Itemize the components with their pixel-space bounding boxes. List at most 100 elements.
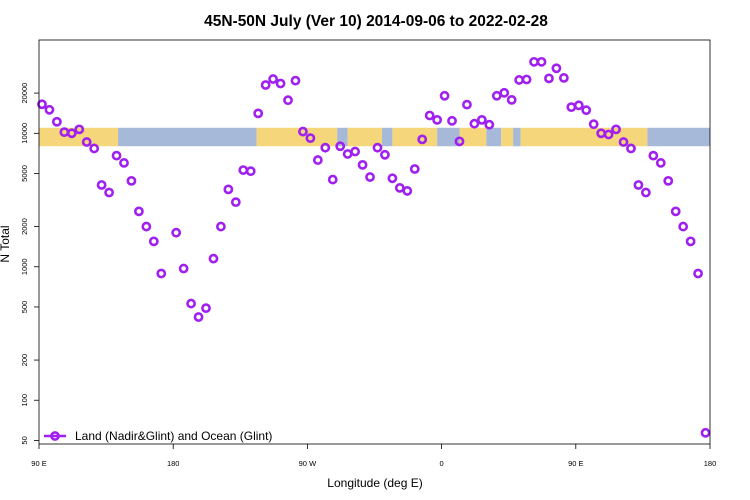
chart-title: 45N-50N July (Ver 10) 2014-09-06 to 2022… [204, 13, 548, 30]
data-point [223, 184, 234, 195]
data-point [305, 133, 316, 144]
data-point [387, 173, 398, 184]
data-point [141, 221, 152, 232]
band-segment-ocean [486, 127, 502, 147]
data-point [640, 187, 651, 198]
data-point [678, 221, 689, 232]
data-point [700, 427, 711, 438]
y-tick-label: 500 [20, 301, 29, 314]
data-point [581, 105, 592, 116]
data-point [335, 141, 346, 152]
band-segment-ocean [437, 127, 460, 147]
data-point [424, 110, 435, 121]
data-point [544, 73, 554, 84]
data-point [462, 99, 472, 110]
data-point [96, 180, 107, 190]
band-segment-land [459, 127, 487, 147]
data-point [216, 221, 226, 232]
data-point [357, 159, 368, 170]
data-point [394, 182, 405, 193]
data-point [312, 155, 323, 165]
legend-marker-swatch [50, 431, 60, 441]
band-segment-land [520, 127, 648, 147]
data-point [342, 149, 353, 159]
x-tick-label: 90 E [31, 459, 46, 468]
data-point [238, 165, 249, 175]
band-segment-ocean [118, 127, 257, 147]
data-point [51, 116, 62, 127]
data-point [74, 124, 85, 135]
band-segment-ocean [381, 127, 393, 147]
data-point [432, 114, 443, 125]
data-point [491, 90, 502, 101]
data-point [514, 75, 525, 85]
data-point [380, 149, 390, 160]
data-point [484, 119, 495, 130]
data-point [320, 142, 331, 153]
data-point [402, 186, 413, 196]
data-point [126, 175, 137, 186]
data-point [193, 312, 204, 322]
data-point [148, 236, 159, 247]
legend: Land (Nadir&Glint) and Ocean (Glint) [44, 429, 272, 443]
data-point [275, 78, 286, 89]
data-point [529, 56, 539, 67]
data-point [208, 253, 219, 264]
data-point [186, 298, 196, 309]
data-point [499, 87, 510, 98]
data-point [626, 143, 636, 154]
y-tick-label: 10000 [20, 123, 29, 144]
data-point [454, 136, 465, 147]
data-point [171, 227, 182, 238]
data-point [37, 99, 47, 110]
y-axis-label: N Total [0, 225, 12, 262]
data-point [372, 142, 383, 153]
data-point [648, 150, 659, 161]
data-point [670, 206, 681, 217]
data-point [253, 108, 264, 119]
x-tick-label: 90 W [299, 459, 317, 468]
data-point [439, 90, 450, 101]
data-point [245, 166, 256, 177]
data-point [558, 73, 569, 83]
data-point [111, 150, 122, 161]
y-tick-label: 20000 [20, 83, 29, 104]
band-segment-land [347, 127, 382, 147]
plot-frame [38, 39, 711, 445]
data-point [260, 80, 271, 90]
data-point [611, 124, 621, 135]
data-point [685, 236, 696, 247]
data-point [81, 137, 92, 147]
data-point [469, 118, 480, 129]
band-segment-ocean [513, 127, 521, 147]
data-point [573, 100, 584, 111]
data-point [327, 174, 338, 185]
band-segment-land [501, 127, 514, 147]
data-point [104, 187, 114, 198]
band-segment-ocean [647, 127, 710, 147]
y-tick-label: 2000 [20, 218, 29, 235]
band-segment-ocean [337, 127, 348, 147]
data-series [37, 56, 711, 438]
data-point [588, 119, 599, 130]
data-point [521, 74, 532, 85]
x-tick-label: 0 [440, 459, 444, 468]
legend-label: Land (Nadir&Glint) and Ocean (Glint) [75, 429, 272, 443]
data-point [476, 114, 487, 125]
data-point [409, 164, 420, 174]
data-point [417, 134, 428, 145]
data-point [447, 115, 457, 126]
x-axis-label: Longitude (deg E) [327, 476, 422, 490]
data-point [283, 95, 293, 106]
data-point [119, 158, 129, 168]
data-point [633, 180, 644, 190]
data-point [693, 268, 703, 279]
data-point [298, 126, 308, 137]
data-point [603, 129, 614, 140]
data-point [663, 175, 674, 186]
band-segment-land [392, 127, 438, 147]
data-point [268, 74, 279, 84]
data-point [506, 94, 517, 105]
data-point [178, 263, 189, 274]
